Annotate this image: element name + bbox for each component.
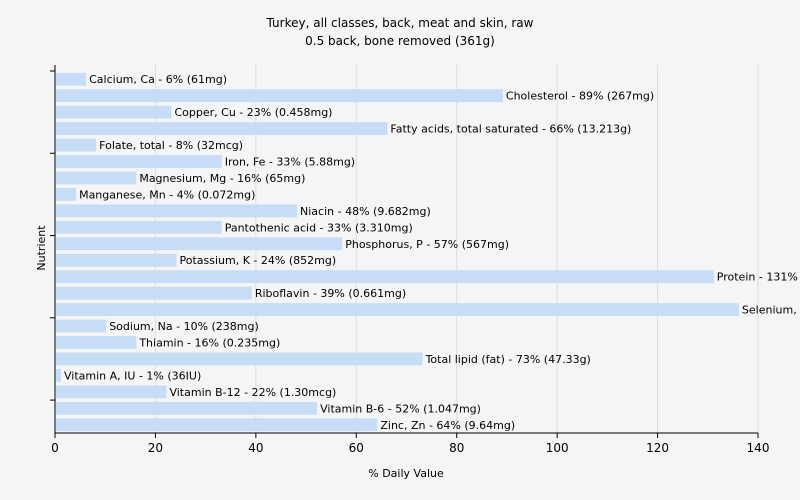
bar-label: Vitamin B-12 - 22% (1.30mcg) <box>169 386 336 399</box>
bar <box>56 122 388 136</box>
bar <box>56 237 343 251</box>
bar <box>56 401 318 415</box>
bar-label: Magnesium, Mg - 16% (65mg) <box>139 172 305 185</box>
x-tick-label: 80 <box>449 441 464 455</box>
bar <box>56 253 177 267</box>
bar <box>56 89 503 103</box>
bar <box>56 368 62 382</box>
axes: 0 20 40 60 80 100 120 140 <box>50 65 769 455</box>
bar-label: Potassium, K - 24% (852mg) <box>180 254 337 267</box>
x-tick-label: 20 <box>148 441 163 455</box>
bar-label: Vitamin B-6 - 52% (1.047mg) <box>320 402 481 415</box>
bar-label: Phosphorus, P - 57% (567mg) <box>345 238 509 251</box>
x-tick-label: 0 <box>51 441 59 455</box>
bar-label: Vitamin A, IU - 1% (36IU) <box>64 369 201 382</box>
x-tick-label: 120 <box>646 441 669 455</box>
y-axis-label: Nutrient <box>35 225 48 271</box>
bar <box>56 286 252 300</box>
bar-label: Total lipid (fat) - 73% (47.33g) <box>425 353 591 366</box>
bar-label: Cholesterol - 89% (267mg) <box>506 90 654 103</box>
x-tick-label: 60 <box>349 441 364 455</box>
bar-label: Copper, Cu - 23% (0.458mg) <box>174 106 332 119</box>
bar <box>56 418 378 432</box>
bar <box>56 319 107 333</box>
bar <box>56 155 222 168</box>
chart-subtitle: 0.5 back, bone removed (361g) <box>305 34 495 48</box>
bar <box>56 171 137 185</box>
bars: Calcium, Ca - 6% (61mg) Cholesterol - 89%… <box>56 72 800 432</box>
bar <box>56 204 298 218</box>
chart-title: Turkey, all classes, back, meat and skin… <box>266 16 534 30</box>
bar-label: Thiamin - 16% (0.235mg) <box>138 337 280 350</box>
bar <box>56 72 87 86</box>
x-tick-label: 40 <box>248 441 263 455</box>
bar <box>56 270 714 284</box>
bar-label: Pantothenic acid - 33% (3.310mg) <box>225 221 413 234</box>
bar <box>56 105 172 119</box>
bar-label: Manganese, Mn - 4% (0.072mg) <box>79 188 255 201</box>
bar <box>56 303 739 317</box>
x-axis-label: % Daily Value <box>368 467 444 480</box>
bar <box>56 352 423 366</box>
bar <box>56 220 222 234</box>
bar-label: Calcium, Ca - 6% (61mg) <box>89 73 227 86</box>
bar-label: Riboflavin - 39% (0.661mg) <box>255 287 406 300</box>
bar-label: Fatty acids, total saturated - 66% (13.2… <box>390 123 631 136</box>
bar <box>56 138 97 152</box>
x-tick-label: 100 <box>546 441 569 455</box>
bar-label: Iron, Fe - 33% (5.88mg) <box>225 156 355 169</box>
x-tick-label: 140 <box>747 441 770 455</box>
bar-label: Folate, total - 8% (32mcg) <box>99 139 243 152</box>
bar <box>56 187 77 201</box>
bar <box>56 336 137 349</box>
bar-label: Zinc, Zn - 64% (9.64mg) <box>380 419 515 432</box>
bar-label: Selenium, Se - 136% (95.3mcg) <box>742 304 800 317</box>
bar-label: Sodium, Na - 10% (238mg) <box>109 320 259 333</box>
bar-label: Niacin - 48% (9.682mg) <box>300 205 431 218</box>
bar-label: Protein - 131% (65.38g) <box>717 271 800 284</box>
bar <box>56 385 167 399</box>
